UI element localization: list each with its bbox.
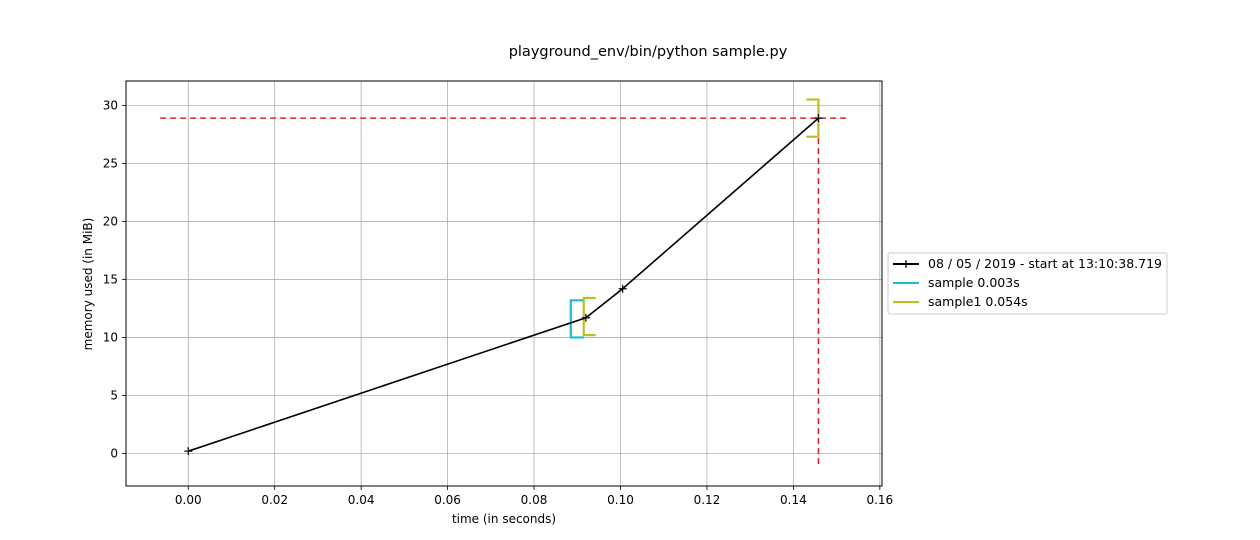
x-tick-label: 0.14: [780, 493, 807, 507]
max-reference-lines: [160, 117, 848, 468]
series-lines: [184, 114, 823, 456]
y-tick-label: 25: [103, 156, 118, 170]
y-axis-label: memory used (in MiB): [81, 218, 95, 351]
memory-sample-point: [814, 114, 823, 123]
grid-lines: [126, 81, 882, 486]
x-axis-ticks: 0.00 0.02 0.04 0.06 0.08 0.10 0.12 0.14 0.16: [175, 486, 893, 507]
x-tick-label: 0.16: [866, 493, 893, 507]
y-tick-label: 0: [110, 447, 118, 461]
sample-start-bracket: [569, 299, 584, 339]
memory-usage-line: [187, 117, 819, 452]
legend-marker: [902, 260, 910, 268]
sample1-start-bracket: [582, 296, 596, 337]
legend-label: sample 0.003s: [928, 275, 1020, 290]
x-tick-label: 0.00: [175, 493, 202, 507]
y-tick-label: 15: [103, 272, 118, 286]
plot-area-frame: [125, 80, 883, 487]
legend-label: sample1 0.054s: [928, 294, 1028, 309]
function-brackets: [569, 98, 820, 339]
y-tick-label: 10: [103, 330, 118, 344]
y-tick-label: 20: [103, 214, 118, 228]
x-tick-label: 0.12: [694, 493, 721, 507]
memory-sample-point: [184, 447, 193, 456]
legend-label: 08 / 05 / 2019 - start at 13:10:38.719: [928, 256, 1162, 271]
x-tick-label: 0.08: [521, 493, 548, 507]
chart-title: playground_env/bin/python sample.py: [509, 44, 788, 60]
y-tick-label: 5: [110, 388, 118, 402]
x-tick-label: 0.04: [348, 493, 375, 507]
memory-sample-point: [581, 313, 590, 322]
y-axis-ticks: 0 5 10 15 20 25 30: [103, 98, 126, 461]
legend-box: [887, 252, 1168, 315]
x-tick-label: 0.02: [261, 493, 288, 507]
y-tick-label: 30: [103, 98, 118, 112]
legend: 08 / 05 / 2019 - start at 13:10:38.719 sa…: [887, 252, 1168, 315]
x-tick-label: 0.06: [434, 493, 461, 507]
x-axis-label: time (in seconds): [452, 512, 556, 526]
x-tick-label: 0.10: [607, 493, 634, 507]
memory-sample-point: [618, 284, 627, 293]
